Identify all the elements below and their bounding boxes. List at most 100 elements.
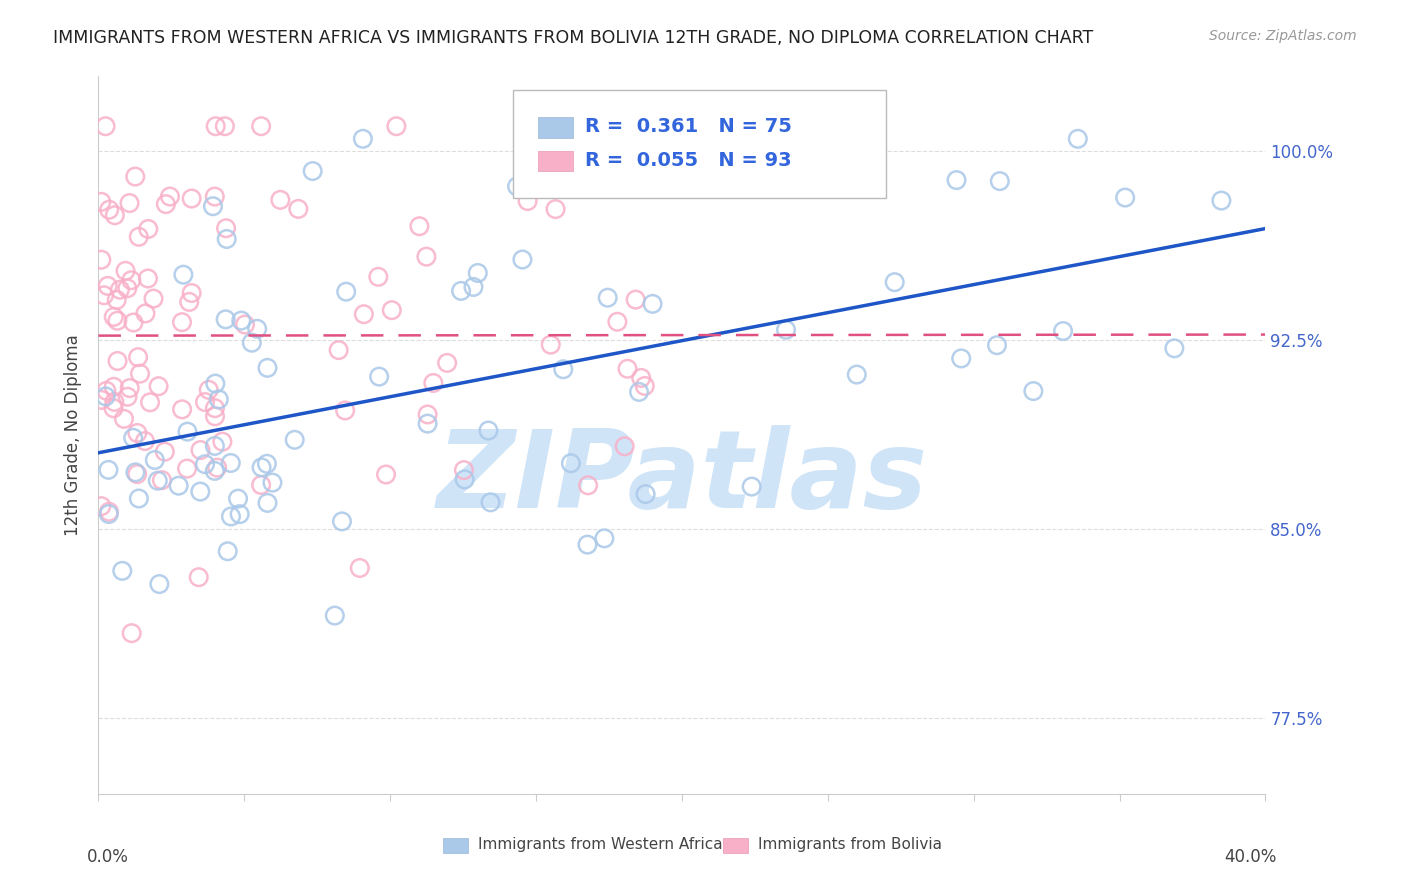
Point bbox=[553, 362, 575, 376]
FancyBboxPatch shape bbox=[723, 838, 748, 854]
Point bbox=[269, 193, 291, 207]
Point bbox=[593, 532, 616, 546]
Point bbox=[301, 164, 323, 178]
Point bbox=[422, 376, 444, 390]
Point bbox=[415, 250, 437, 264]
Text: R =  0.361   N = 75: R = 0.361 N = 75 bbox=[585, 118, 792, 136]
Point bbox=[127, 467, 149, 481]
Point bbox=[112, 412, 135, 426]
Point bbox=[204, 439, 226, 453]
Text: Immigrants from Western Africa: Immigrants from Western Africa bbox=[478, 838, 723, 853]
Point bbox=[108, 283, 131, 297]
Point bbox=[883, 275, 905, 289]
Point bbox=[107, 354, 129, 368]
Point bbox=[1163, 341, 1185, 355]
Point bbox=[194, 395, 217, 409]
Point bbox=[1067, 132, 1090, 146]
Text: 0.0%: 0.0% bbox=[87, 847, 128, 866]
Point bbox=[250, 119, 273, 133]
Point bbox=[104, 208, 127, 222]
Point bbox=[540, 337, 562, 351]
Point bbox=[609, 132, 631, 146]
Point bbox=[596, 291, 619, 305]
Point bbox=[214, 312, 236, 326]
Point bbox=[287, 202, 309, 216]
Point bbox=[105, 293, 128, 307]
Point bbox=[988, 174, 1011, 188]
Point bbox=[98, 202, 121, 217]
Point bbox=[436, 356, 458, 370]
Point bbox=[97, 507, 120, 521]
Point bbox=[128, 491, 150, 506]
Point bbox=[128, 229, 150, 244]
Point bbox=[170, 315, 193, 329]
Point bbox=[153, 444, 176, 458]
Text: Immigrants from Bolivia: Immigrants from Bolivia bbox=[758, 838, 942, 853]
Point bbox=[94, 119, 117, 133]
Point bbox=[256, 496, 278, 510]
Point bbox=[136, 271, 159, 285]
Text: ZIPatlas: ZIPatlas bbox=[436, 425, 928, 531]
Point bbox=[204, 464, 226, 478]
Point bbox=[172, 268, 194, 282]
Point bbox=[866, 141, 889, 155]
Point bbox=[150, 473, 173, 487]
Point bbox=[97, 463, 120, 477]
Point bbox=[103, 395, 125, 409]
Point bbox=[1114, 190, 1136, 204]
Point bbox=[328, 343, 350, 358]
Point bbox=[204, 119, 226, 133]
Point bbox=[142, 292, 165, 306]
Point bbox=[375, 467, 398, 482]
Point bbox=[330, 515, 353, 529]
Point bbox=[136, 222, 159, 236]
FancyBboxPatch shape bbox=[443, 838, 468, 854]
Point bbox=[845, 368, 868, 382]
Point bbox=[352, 132, 374, 146]
Point bbox=[256, 457, 278, 471]
Point bbox=[624, 293, 647, 307]
Point bbox=[950, 351, 973, 366]
Point bbox=[211, 434, 233, 449]
Point bbox=[117, 281, 139, 295]
Point bbox=[775, 323, 797, 337]
Point bbox=[90, 194, 112, 209]
Point bbox=[630, 371, 652, 385]
Point bbox=[506, 179, 529, 194]
Point bbox=[111, 564, 134, 578]
Point bbox=[134, 306, 156, 320]
Point bbox=[214, 119, 236, 133]
Point bbox=[616, 361, 638, 376]
Point bbox=[204, 189, 226, 203]
Point bbox=[416, 408, 439, 422]
Point bbox=[450, 284, 472, 298]
FancyBboxPatch shape bbox=[513, 90, 886, 198]
Point bbox=[416, 417, 439, 431]
Point bbox=[741, 479, 763, 493]
Point bbox=[180, 285, 202, 300]
Point bbox=[103, 401, 125, 416]
Point bbox=[1211, 194, 1233, 208]
Point bbox=[467, 266, 489, 280]
Point bbox=[124, 169, 146, 184]
Point bbox=[122, 316, 145, 330]
Point bbox=[262, 475, 284, 490]
Point bbox=[215, 232, 238, 246]
Point bbox=[256, 360, 278, 375]
Point bbox=[190, 443, 212, 458]
Point bbox=[219, 509, 242, 524]
Point bbox=[479, 495, 502, 509]
Point bbox=[180, 192, 202, 206]
Point bbox=[179, 294, 201, 309]
Point bbox=[143, 453, 166, 467]
Point bbox=[176, 425, 198, 439]
Point bbox=[118, 381, 141, 395]
Point bbox=[641, 297, 664, 311]
Y-axis label: 12th Grade, No Diploma: 12th Grade, No Diploma bbox=[63, 334, 82, 536]
Point bbox=[148, 577, 170, 591]
Point bbox=[353, 307, 375, 321]
Point bbox=[228, 507, 250, 521]
Point bbox=[335, 285, 357, 299]
Point bbox=[613, 439, 636, 453]
Point bbox=[576, 538, 599, 552]
